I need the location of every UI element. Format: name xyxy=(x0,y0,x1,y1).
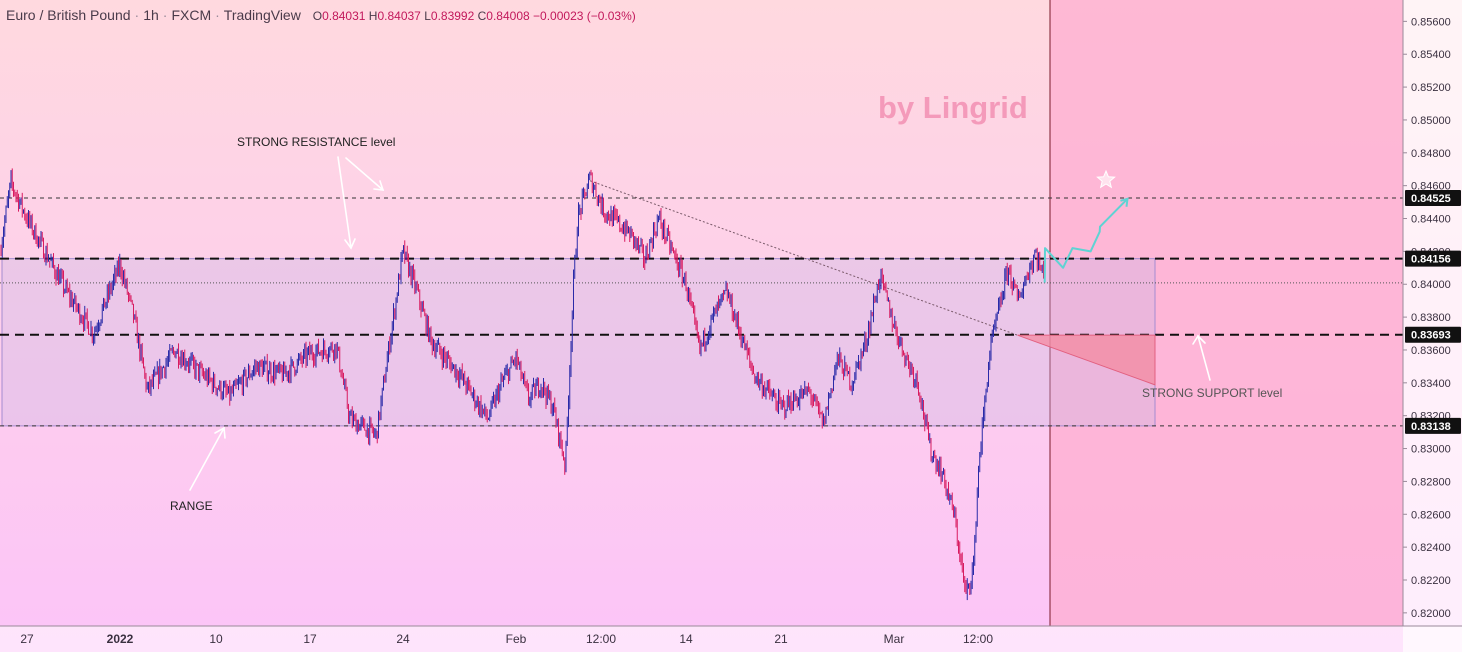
time-tick-label: 27 xyxy=(20,632,34,646)
range-arrow-head xyxy=(214,426,226,439)
price-tick-label: 0.82200 xyxy=(1411,575,1451,587)
callout-arrows xyxy=(189,156,1211,491)
support-triangle xyxy=(1017,334,1156,386)
change-value: −0.00023 (−0.03%) xyxy=(533,9,636,23)
price-tick-label: 0.82400 xyxy=(1411,542,1451,554)
symbol-name[interactable]: Euro / British Pound xyxy=(6,7,131,23)
range-arrow xyxy=(189,427,225,491)
time-tick-label: Feb xyxy=(506,632,527,646)
close-value: 0.84008 xyxy=(486,9,530,23)
price-tick-label: 0.84000 xyxy=(1411,279,1451,291)
price-label-box xyxy=(1405,417,1461,434)
time-axis-ticks: 27 2022 10 17 24 Feb 12:00 14 21 Mar 12:00 xyxy=(20,632,993,646)
time-tick-label: 24 xyxy=(396,632,410,646)
high-value: 0.84037 xyxy=(377,9,421,23)
ohlc-readout: O0.84031 H0.84037 L0.83992 C0.84008 −0.0… xyxy=(312,9,636,23)
exchange-label: FXCM xyxy=(171,7,212,23)
open-value: 0.84031 xyxy=(322,9,366,23)
support-arrow xyxy=(1197,335,1211,381)
range-annotation: RANGE xyxy=(170,499,213,513)
time-tick-label: 2022 xyxy=(107,632,134,646)
price-tick-label: 0.85400 xyxy=(1411,49,1451,61)
time-tick-label: 10 xyxy=(209,632,223,646)
support-arrow-head xyxy=(1192,334,1206,345)
price-label-text: 0.84156 xyxy=(1411,254,1451,266)
price-tick-label: 0.82000 xyxy=(1411,608,1451,620)
time-tick-label: 17 xyxy=(303,632,317,646)
price-candles xyxy=(0,168,1044,601)
range-box xyxy=(1,258,1156,427)
projection-path xyxy=(1043,198,1129,283)
price-tick-label: 0.85600 xyxy=(1411,16,1451,28)
price-axis[interactable]: 0.85600 0.85400 0.85200 0.85000 0.84800 0.846… xyxy=(1402,0,1462,652)
price-tick-label: 0.83400 xyxy=(1411,378,1451,390)
resistance-arrow-down-head xyxy=(344,238,356,250)
resistance-arrow-down xyxy=(337,156,352,249)
price-tick-label: 0.84600 xyxy=(1411,181,1451,193)
price-tick-label: 0.84800 xyxy=(1411,148,1451,160)
time-tick-label: 14 xyxy=(679,632,693,646)
price-label-box xyxy=(1405,189,1461,206)
price-tick-label: 0.83600 xyxy=(1411,345,1451,357)
price-label-text: 0.83693 xyxy=(1411,330,1451,342)
resistance-arrow-right-head xyxy=(373,180,385,191)
chart-header: Euro / British Pound · 1h · FXCM · TradingView… xyxy=(6,7,636,23)
price-label-text: 0.84525 xyxy=(1411,193,1451,205)
price-tick-label: 0.84400 xyxy=(1411,214,1451,226)
support-annotation: STRONG SUPPORT level xyxy=(1142,386,1282,400)
price-tick-label: 0.82600 xyxy=(1411,509,1451,521)
resistance-annotation: STRONG RESISTANCE level xyxy=(237,135,395,149)
time-axis[interactable]: 27 2022 10 17 24 Feb 12:00 14 21 Mar 12:00 xyxy=(0,625,1462,652)
price-tick-label: 0.85200 xyxy=(1411,82,1451,94)
price-label-box xyxy=(1405,250,1461,267)
price-tick-label: 0.83000 xyxy=(1411,444,1451,456)
projection-arrowhead xyxy=(1120,197,1129,207)
time-tick-label: Mar xyxy=(884,632,905,646)
interval-label[interactable]: 1h xyxy=(143,7,159,23)
low-value: 0.83992 xyxy=(430,9,475,23)
price-label-box xyxy=(1405,326,1461,343)
annotations: STRONG RESISTANCE level RANGE STRONG SUP… xyxy=(170,135,1282,513)
time-tick-label: 12:00 xyxy=(586,632,616,646)
price-axis-ticks: 0.85600 0.85400 0.85200 0.85000 0.84800 0.846… xyxy=(1403,16,1451,620)
target-star-icon xyxy=(1096,169,1116,189)
time-tick-label: 12:00 xyxy=(963,632,993,646)
price-levels xyxy=(0,197,1403,427)
price-tick-label: 0.85000 xyxy=(1411,115,1451,127)
time-tick-label: 21 xyxy=(774,632,788,646)
resistance-arrow-right xyxy=(345,157,384,191)
platform-label: TradingView xyxy=(223,7,301,23)
time-axis-background xyxy=(0,626,1462,652)
forecast-zone xyxy=(1050,0,1403,626)
price-tick-label: 0.82800 xyxy=(1411,476,1451,488)
watermark: by Lingrid xyxy=(878,90,1028,125)
price-axis-background xyxy=(1403,0,1462,652)
price-level-labels: 0.84525 0.84156 0.83693 0.83138 xyxy=(1405,189,1461,434)
price-label-text: 0.83138 xyxy=(1411,421,1451,433)
price-tick-label: 0.83800 xyxy=(1411,312,1451,324)
